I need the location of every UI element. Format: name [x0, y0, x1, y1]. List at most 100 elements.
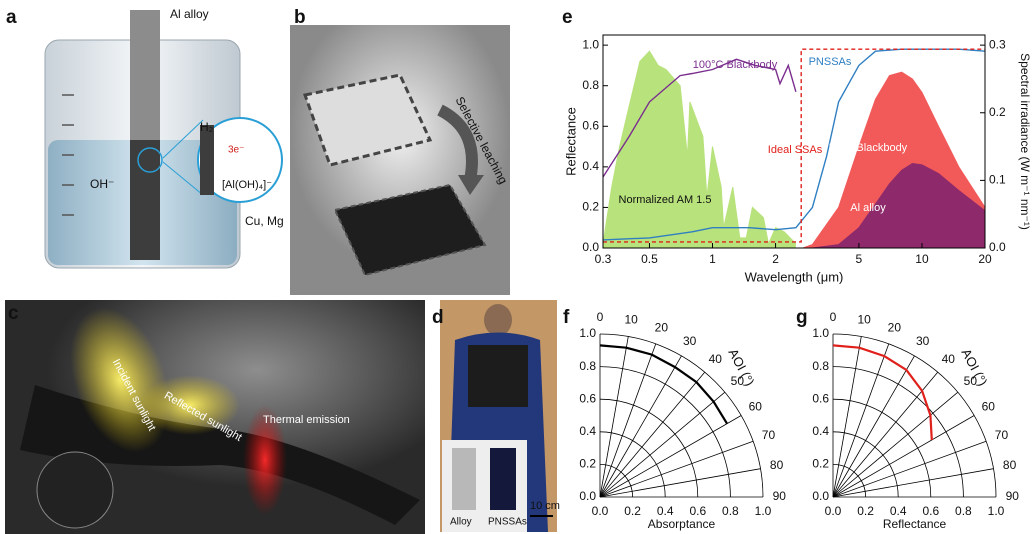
theta-tick-label: 70: [762, 428, 776, 442]
x-tick-label: 20: [978, 252, 992, 266]
y2-tick-label: 0.0: [989, 240, 1006, 254]
panel-label: b: [294, 7, 306, 28]
r-tick-label: 1.0: [812, 326, 829, 340]
y-tick-label: 0.4: [582, 159, 599, 173]
r-tick-label: 0.0: [579, 489, 596, 503]
label: 3e⁻: [228, 145, 244, 156]
label: [Al(OH)₄]⁻: [222, 179, 272, 191]
r-tick-label: 1.0: [755, 504, 772, 518]
r-tick-label: 0.2: [624, 504, 641, 518]
theta-tick-label: 20: [655, 321, 669, 335]
label: Al alloy: [170, 7, 209, 21]
series-label: PNSSAs: [809, 56, 852, 68]
r-tick-label: 0.0: [825, 504, 842, 518]
r-tick-label: 0.8: [722, 504, 739, 518]
y-tick-label: 1.0: [582, 37, 599, 51]
theta-tick-label: 0: [830, 310, 837, 324]
zoom-plate: [200, 125, 214, 195]
x-axis-label: Reflectance: [883, 517, 947, 531]
panel-label: e: [562, 7, 573, 28]
panel-label: d: [432, 307, 444, 328]
r-tick-label: 0.6: [579, 391, 596, 405]
y-tick-label: 0.0: [582, 240, 599, 254]
x-tick-label: 0.3: [595, 252, 612, 266]
r-tick-label: 0.6: [689, 504, 706, 518]
label: Alloy: [450, 517, 472, 528]
theta-tick-label: 60: [749, 400, 763, 414]
r-tick-label: 0.8: [955, 504, 972, 518]
theta-tick-label: 30: [683, 334, 697, 348]
x-tick-label: 10: [915, 252, 929, 266]
r-tick-label: 1.0: [579, 326, 596, 340]
panel-label: a: [6, 7, 17, 28]
x-tick-label: 1: [709, 252, 716, 266]
r-tick-label: 0.8: [579, 359, 596, 373]
y-tick-label: 0.2: [582, 200, 599, 214]
alloy-plate-immersed: [130, 140, 160, 260]
pnssa-sample: [490, 448, 516, 510]
theta-tick-label: 90: [773, 489, 787, 503]
label: Cu, Mg: [245, 214, 284, 228]
label: Thermal emission: [263, 414, 350, 426]
label: H₂: [200, 120, 214, 134]
panel-a: Al alloy H₂ OH⁻ 3e⁻ [Al(OH)₄]⁻ Cu, Mg a: [6, 7, 284, 268]
theta-tick-label: 10: [857, 313, 871, 327]
label: 10 cm: [530, 500, 560, 512]
panel-b: Selective leaching b: [290, 7, 510, 295]
series-label: 50°C Blackbody: [829, 142, 908, 154]
panel-c: Incident sunlight Reflected sunlight The…: [5, 294, 425, 534]
y2-tick-label: 0.1: [989, 173, 1006, 187]
panel-label: c: [8, 303, 19, 324]
x-tick-label: 2: [772, 252, 779, 266]
y-tick-label: 0.8: [582, 78, 599, 92]
r-tick-label: 0.4: [579, 424, 596, 438]
theta-tick-label: 60: [982, 400, 996, 414]
r-tick-label: 1.0: [988, 504, 1005, 518]
theta-tick-label: 40: [942, 352, 956, 366]
panel-label: f: [563, 307, 570, 328]
panel-d: Alloy PNSSAs 10 cm d: [432, 300, 560, 532]
series-label: 100°C Blackbody: [693, 59, 778, 71]
y2-tick-label: 0.3: [989, 37, 1006, 51]
series-label: Ideal SSAs: [768, 144, 823, 156]
y2-tick-label: 0.2: [989, 105, 1006, 119]
x-axis-label: Absorptance: [648, 517, 716, 531]
x-tick-label: 5: [856, 252, 863, 266]
theta-tick-label: 0: [597, 310, 604, 324]
person-head: [484, 304, 512, 336]
y2-axis-label: Spectral irradiance (W m⁻¹ nm⁻¹): [1018, 53, 1032, 230]
figure: Al alloy H₂ OH⁻ 3e⁻ [Al(OH)₄]⁻ Cu, Mg a …: [0, 0, 1035, 534]
r-tick-label: 0.0: [592, 504, 609, 518]
theta-tick-label: 10: [624, 313, 638, 327]
theta-tick-label: 40: [709, 352, 723, 366]
pnssa-panel: [468, 345, 528, 407]
theta-tick-label: 90: [1006, 489, 1020, 503]
series-label: Al alloy: [850, 202, 886, 214]
r-tick-label: 0.2: [812, 457, 829, 471]
r-tick-label: 0.6: [812, 391, 829, 405]
theta-tick-label: 80: [770, 458, 784, 472]
theta-tick-label: 70: [995, 428, 1009, 442]
r-tick-label: 0.0: [812, 489, 829, 503]
panel-label: g: [796, 307, 808, 328]
y-axis-label: Reflectance: [563, 107, 578, 176]
theta-tick-label: 20: [888, 321, 902, 335]
r-tick-label: 0.2: [579, 457, 596, 471]
theta-tick-label: 80: [1003, 458, 1017, 472]
r-tick-label: 0.4: [890, 504, 907, 518]
r-tick-label: 0.2: [857, 504, 874, 518]
label: OH⁻: [90, 177, 114, 191]
theta-tick-label: 30: [916, 334, 930, 348]
y-tick-label: 0.6: [582, 118, 599, 132]
r-tick-label: 0.4: [812, 424, 829, 438]
label: PNSSAs: [488, 517, 527, 528]
series-label: Normalized AM 1.5: [619, 194, 712, 206]
r-tick-label: 0.8: [812, 359, 829, 373]
alloy-sample: [452, 448, 476, 510]
x-tick-label: 0.5: [641, 252, 658, 266]
zoom-circle: [37, 452, 113, 528]
r-tick-label: 0.6: [922, 504, 939, 518]
series-line: [833, 345, 932, 440]
x-axis-label: Wavelength (μm): [745, 269, 844, 284]
r-tick-label: 0.4: [657, 504, 674, 518]
